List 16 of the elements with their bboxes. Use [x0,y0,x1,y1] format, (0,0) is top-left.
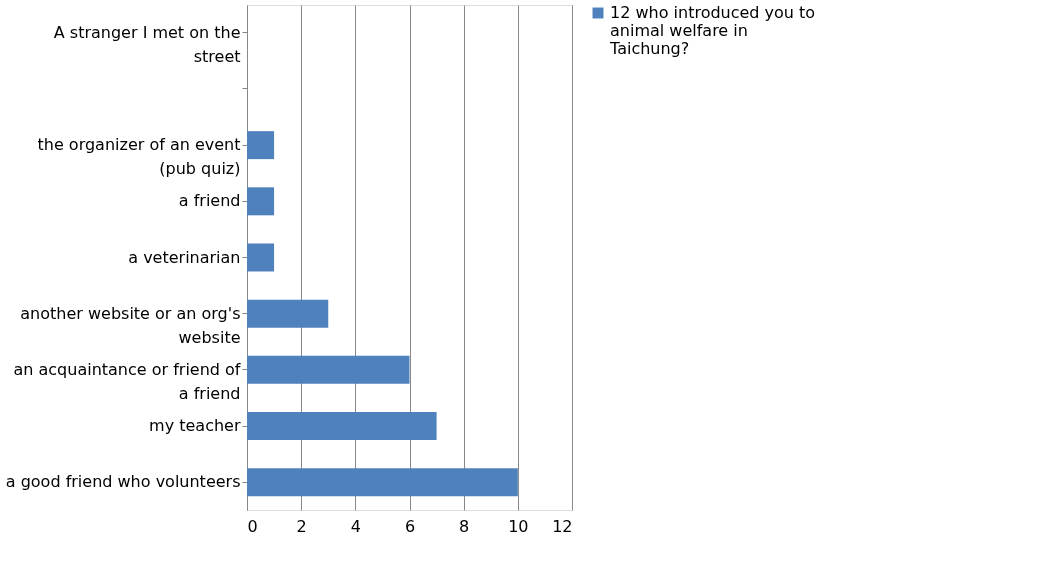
x-tick-label: 0 [247,516,258,536]
x-tick-label: 10 [508,516,529,536]
x-tick-label: 2 [296,516,307,536]
y-tick-label: a veterinarian [128,247,241,267]
x-tick-label: 8 [459,516,470,536]
x-tick-label: 12 [552,516,573,536]
y-tick-label: the organizer of an event (pub quiz) [37,135,241,179]
y-tick-label: A stranger I met on the street [53,22,241,66]
x-tick-label: 4 [350,516,361,536]
y-tick-label: a good friend who volunteers [5,472,241,492]
y-tick-label: an acquaintance or friend of a friend [13,359,241,403]
legend-label: 12 who introduced you to animal welfare in Taichung? [609,3,816,58]
y-tick-label: my teacher [149,416,241,436]
y-tick-label: a friend [178,191,241,211]
y-tick-label: another website or an org's website [20,303,241,347]
x-tick-label: 6 [404,516,416,536]
